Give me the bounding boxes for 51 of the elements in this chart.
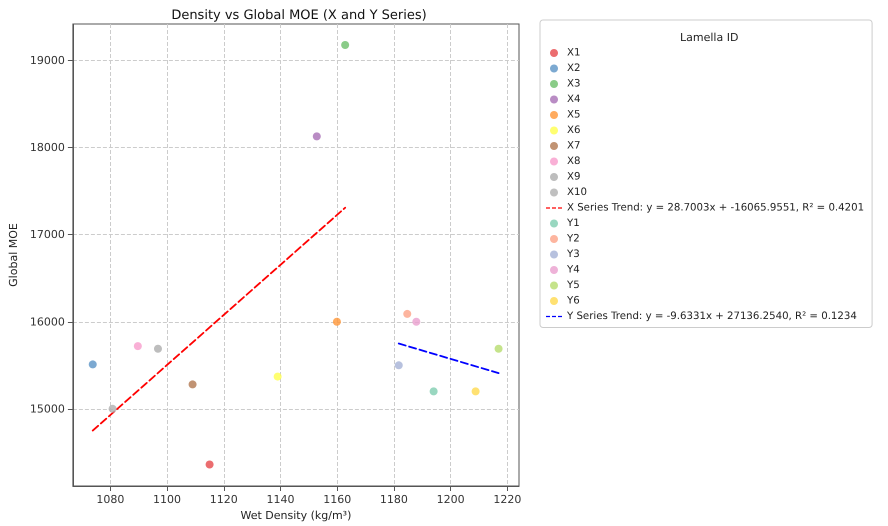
- point: [332, 318, 341, 326]
- point: [154, 344, 162, 353]
- legend-label: X10: [567, 187, 587, 198]
- point: [472, 387, 480, 396]
- legend-label: X3: [567, 78, 580, 90]
- point: [412, 318, 420, 326]
- legend-label: X9: [567, 172, 580, 182]
- point: [312, 132, 321, 140]
- x-tick-label: 1120: [210, 493, 238, 506]
- y-tick-label: 18000: [30, 141, 65, 154]
- x-tick-label: 1160: [323, 493, 352, 506]
- point: [394, 361, 403, 370]
- x-tick-label: 1140: [266, 493, 294, 506]
- y-tick-label: 16000: [30, 315, 65, 328]
- legend-label: X5: [567, 110, 580, 120]
- legend-label: Y5: [566, 280, 580, 291]
- legend-label: X Series Trend: y = 28.7003x + -16065.9551, R² = 0.4201: [567, 202, 864, 214]
- legend-label: Y3: [566, 249, 580, 260]
- point: [134, 342, 142, 350]
- legend-title: Lamella ID: [680, 31, 738, 44]
- legend-label: X7: [567, 140, 580, 152]
- point: [88, 360, 97, 368]
- x-tick-label: 1080: [96, 493, 124, 506]
- legend-label: X1: [567, 48, 580, 58]
- point: [403, 310, 412, 318]
- point: [274, 372, 282, 381]
- legend-label: X8: [567, 156, 580, 167]
- point: [341, 40, 350, 49]
- legend-label: X6: [567, 125, 580, 136]
- y-tick-label: 17000: [30, 228, 65, 242]
- y-tick-label: 15000: [30, 402, 65, 416]
- legend-label: Y1: [566, 218, 580, 229]
- chart-title: Density vs Global MOE (X and Y Series): [171, 8, 427, 23]
- x-tick-label: 1100: [153, 493, 182, 506]
- point: [206, 460, 214, 468]
- y-tick-label: 19000: [30, 54, 65, 68]
- legend-label: X4: [567, 94, 580, 105]
- x-tick-label: 1220: [493, 493, 522, 506]
- x-axis-title: Wet Density (kg/m³): [240, 509, 352, 522]
- legend-label: Y6: [566, 296, 580, 306]
- y-axis-title: Global MOE: [7, 223, 20, 287]
- legend-label: Y Series Trend: y = -9.6331x + 27136.2540, R² = 0.1234: [566, 311, 857, 322]
- point: [430, 387, 438, 396]
- legend-label: Y4: [566, 264, 580, 276]
- point: [188, 380, 197, 388]
- point: [108, 404, 117, 413]
- point: [494, 344, 503, 353]
- legend-label: Y2: [566, 234, 580, 244]
- x-tick-label: 1180: [380, 493, 408, 506]
- x-tick-label: 1200: [436, 493, 465, 506]
- legend-label: X2: [567, 63, 580, 74]
